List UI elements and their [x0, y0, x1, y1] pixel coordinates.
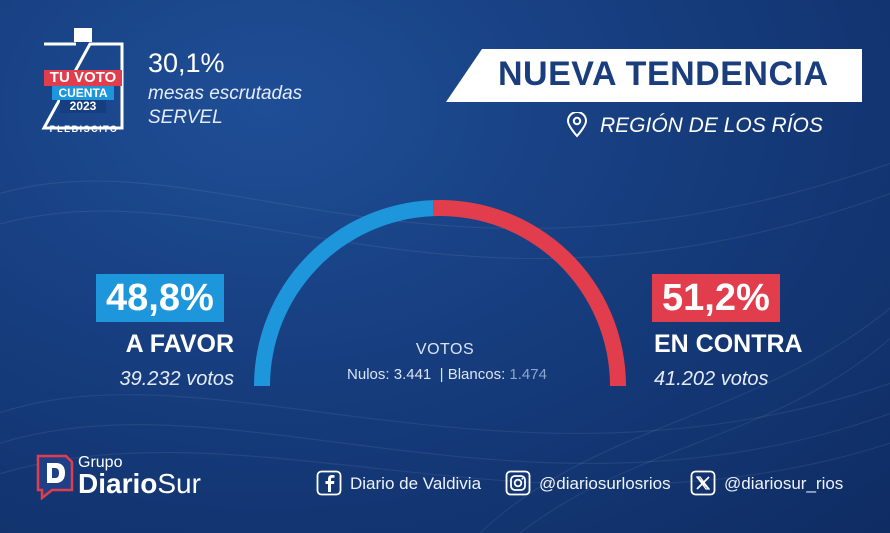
tu-voto-cuenta-badge: TU VOTO CUENTA 2023 PLEBISCITO	[38, 28, 130, 136]
banner-title: NUEVA TENDENCIA	[498, 55, 829, 93]
badge-line2: CUENTA	[58, 86, 108, 100]
diariosur-logo: Grupo DiarioSur	[36, 452, 216, 504]
separator: |	[439, 366, 444, 383]
mesas-caption: mesas escrutadas SERVEL	[148, 82, 302, 130]
votos-detail: Nulos: 3.441 | Blancos: 1.474	[322, 366, 572, 383]
badge-line1: TU VOTO	[49, 69, 117, 86]
diariosur-logo-icon	[36, 454, 74, 500]
contra-percent: 51,2%	[662, 277, 770, 319]
logo-name-bold: Diario	[78, 468, 158, 499]
contra-percent-box: 51,2%	[652, 274, 780, 322]
nulos-label: Nulos:	[347, 366, 390, 383]
logo-name-light: Sur	[157, 468, 201, 499]
x-handle: @diariosur_rios	[724, 474, 844, 493]
gauge-segment-contra	[432, 200, 626, 386]
region-text: REGIÓN DE LOS RÍOS	[600, 114, 823, 137]
title-banner: NUEVA TENDENCIA	[446, 49, 862, 102]
favor-votes: 39.232 votos	[119, 368, 234, 390]
location-pin-icon	[566, 112, 588, 138]
facebook-handle: Diario de Valdivia	[350, 474, 482, 493]
mesas-percentage: 30,1%	[148, 48, 225, 78]
instagram-icon	[505, 470, 531, 496]
badge-line3: 2023	[69, 99, 97, 113]
logo-group-text: Grupo	[78, 454, 123, 471]
blancos-label: Blancos:	[447, 366, 506, 383]
source-label: SERVEL	[148, 107, 223, 128]
contra-votes: 41.202 votos	[654, 368, 769, 390]
badge-line4: PLEBISCITO	[49, 124, 119, 134]
favor-label: A FAVOR	[125, 330, 234, 358]
favor-percent: 48,8%	[106, 277, 214, 319]
logo-name: DiarioSur	[78, 468, 201, 500]
blancos-value: 1.474	[509, 366, 547, 383]
nulos-value: 3.441	[393, 366, 432, 383]
gauge-segment-favor	[254, 200, 434, 386]
facebook-icon	[316, 470, 342, 496]
favor-percent-box: 48,8%	[96, 274, 224, 322]
contra-label: EN CONTRA	[654, 330, 803, 358]
x-icon	[690, 470, 716, 496]
instagram-handle: @diariosurlosrios	[539, 474, 671, 493]
mesas-label: mesas escrutadas	[148, 83, 303, 104]
results-gauge	[254, 200, 626, 386]
votos-title: VOTOS	[415, 341, 475, 358]
